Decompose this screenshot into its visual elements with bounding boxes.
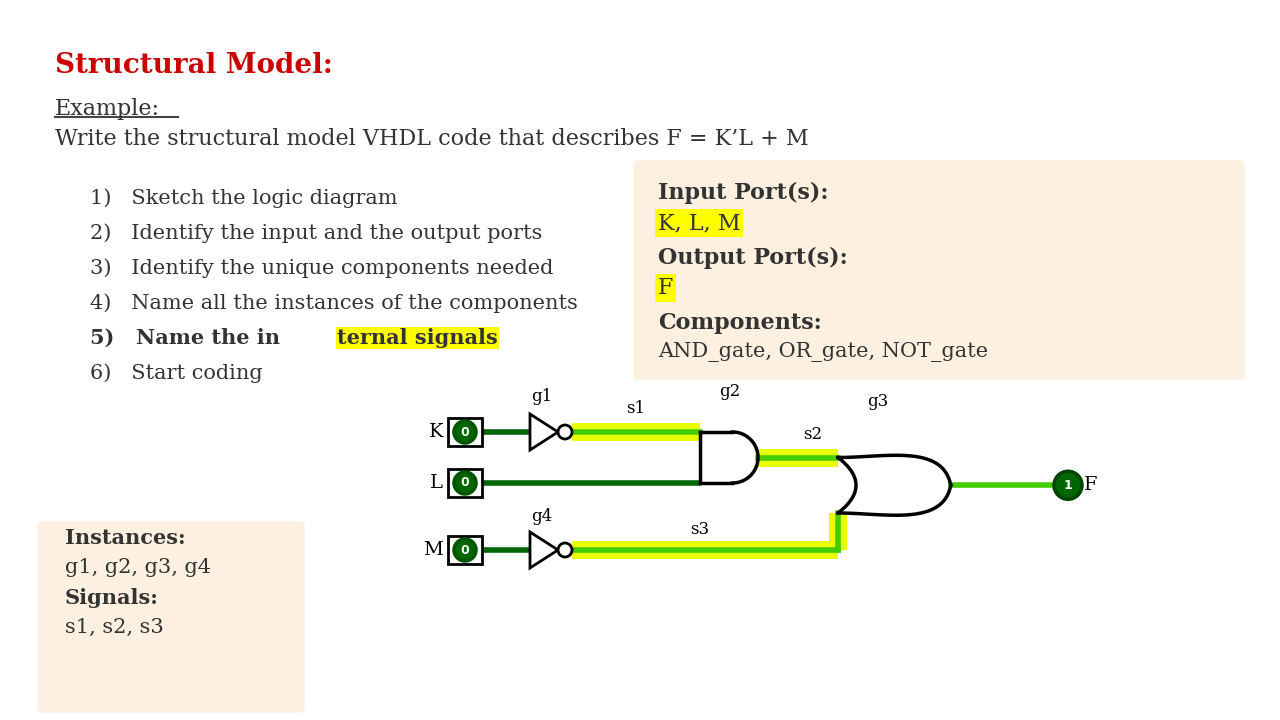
Polygon shape [530,414,558,450]
Text: g4: g4 [531,508,553,525]
Bar [448,536,483,564]
Text: Input Port(s):: Input Port(s): [658,182,828,204]
Text: AND_gate, OR_gate, NOT_gate: AND_gate, OR_gate, NOT_gate [658,342,988,362]
Text: g1, g2, g3, g4: g1, g2, g3, g4 [65,558,211,577]
Polygon shape [530,532,558,568]
Text: K: K [429,423,443,441]
Text: 2)   Identify the input and the output ports: 2) Identify the input and the output por… [90,223,543,243]
Circle shape [454,472,476,494]
Text: Signals:: Signals: [65,588,159,608]
Bar [572,541,838,559]
Text: g3: g3 [868,393,888,410]
Text: Structural Model:: Structural Model: [55,52,333,79]
Text: 5)   Name the in: 5) Name the in [90,328,280,348]
Text: M: M [424,541,443,559]
Circle shape [454,539,476,561]
Bar [448,469,483,497]
Text: K, L, M: K, L, M [658,212,741,234]
Circle shape [1053,472,1082,499]
Bar [572,423,700,441]
Circle shape [558,425,572,439]
Text: s3: s3 [690,521,709,538]
Text: ternal signals: ternal signals [337,328,498,348]
Text: 0: 0 [461,544,470,557]
Text: F: F [1084,476,1097,494]
Text: F: F [658,277,673,299]
Text: s1, s2, s3: s1, s2, s3 [65,618,164,637]
Text: s1: s1 [626,400,645,417]
Text: 1: 1 [1064,479,1073,492]
Bar [829,513,847,550]
Text: Components:: Components: [658,312,822,334]
Text: Output Port(s):: Output Port(s): [658,247,847,269]
Text: Example:: Example: [55,98,160,120]
Text: g1: g1 [531,388,553,405]
Text: 3)   Identify the unique components needed: 3) Identify the unique components needed [90,258,553,278]
FancyBboxPatch shape [38,522,305,712]
Text: 0: 0 [461,477,470,490]
FancyBboxPatch shape [634,161,1244,379]
Text: 1)   Sketch the logic diagram: 1) Sketch the logic diagram [90,188,398,207]
Text: L: L [430,474,443,492]
Bar [448,418,483,446]
Text: g2: g2 [719,383,741,400]
Text: 6)   Start coding: 6) Start coding [90,363,262,382]
Text: Write the structural model VHDL code that describes F = K’L + M: Write the structural model VHDL code tha… [55,128,809,150]
Bar [758,449,838,467]
Circle shape [558,543,572,557]
Circle shape [454,421,476,443]
Text: Instances:: Instances: [65,528,186,548]
Text: s2: s2 [804,426,823,443]
Text: 0: 0 [461,426,470,438]
Text: 4)   Name all the instances of the components: 4) Name all the instances of the compone… [90,293,577,312]
